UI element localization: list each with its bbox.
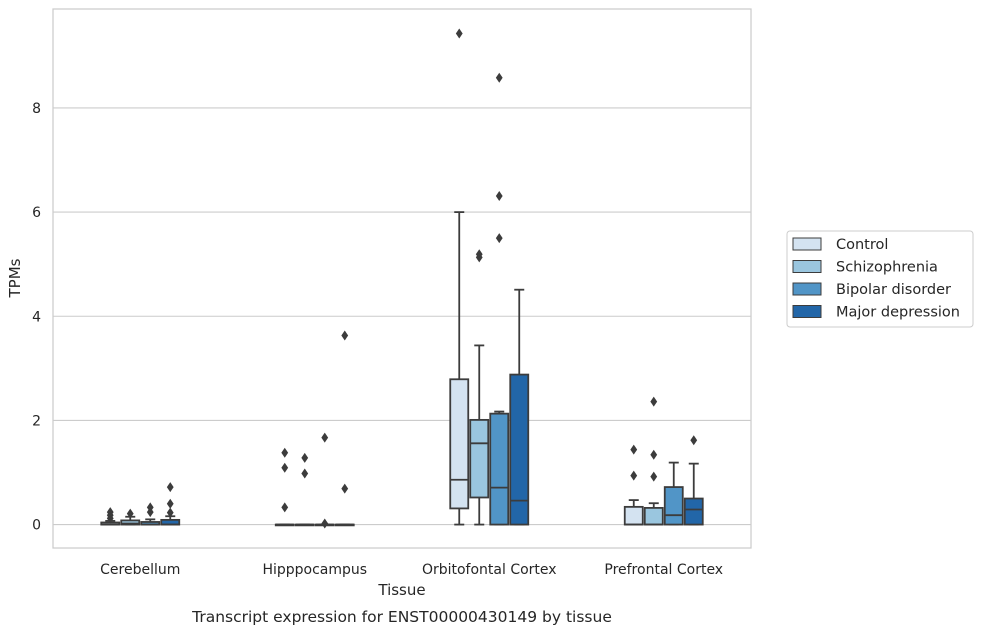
outlier-point bbox=[281, 447, 289, 458]
box-group bbox=[294, 452, 315, 527]
x-axis-ticks: Cerebellum Hipppocampus Orbitofontal Corte… bbox=[100, 562, 723, 578]
y-tick-label: 8 bbox=[32, 101, 41, 117]
outlier-point bbox=[495, 233, 503, 244]
outlier-point bbox=[166, 507, 174, 518]
box-group bbox=[683, 435, 704, 526]
box-group bbox=[643, 396, 664, 526]
outlier-point bbox=[166, 498, 174, 509]
outlier-point bbox=[281, 462, 289, 473]
box-iqr bbox=[120, 519, 141, 526]
box-iqr bbox=[509, 373, 530, 526]
y-tick-label: 2 bbox=[32, 413, 41, 429]
x-tick-label: Prefrontal Cortex bbox=[604, 562, 723, 578]
outlier-point bbox=[495, 72, 503, 83]
x-tick-label: Orbitofontal Cortex bbox=[422, 562, 557, 578]
y-tick-label: 6 bbox=[32, 205, 41, 221]
outlier-point bbox=[341, 330, 349, 341]
y-axis-label: TPMs bbox=[6, 258, 24, 298]
y-tick-label: 0 bbox=[32, 518, 41, 534]
outlier-point bbox=[281, 502, 289, 513]
legend-frame bbox=[786, 230, 974, 328]
box-group bbox=[469, 249, 490, 526]
plot-area-frame bbox=[52, 8, 752, 549]
outlier-point bbox=[106, 507, 114, 518]
box-iqr bbox=[489, 412, 510, 526]
box-group bbox=[160, 482, 181, 526]
outlier-point bbox=[495, 190, 503, 201]
box-group bbox=[449, 28, 470, 526]
x-axis-label: Tissue bbox=[377, 581, 425, 599]
outlier-point bbox=[301, 468, 309, 479]
legend-swatch bbox=[792, 237, 822, 251]
box-iqr bbox=[449, 378, 470, 510]
legend-swatch bbox=[792, 305, 822, 318]
box-group bbox=[489, 72, 510, 526]
legend-swatch bbox=[792, 260, 822, 273]
box-iqr bbox=[623, 505, 644, 526]
box-iqr bbox=[643, 507, 664, 526]
legend-label: Major depression bbox=[836, 305, 960, 321]
box-group bbox=[140, 502, 161, 526]
outlier-point bbox=[146, 502, 154, 513]
legend-label: Control bbox=[836, 237, 888, 253]
outlier-point bbox=[630, 470, 638, 481]
gridlines bbox=[53, 107, 751, 526]
box-group bbox=[314, 432, 335, 529]
outlier-point bbox=[650, 396, 658, 407]
outlier-point bbox=[321, 432, 329, 443]
legend-swatch bbox=[792, 282, 822, 296]
x-tick-label: Cerebellum bbox=[100, 562, 180, 578]
outlier-point bbox=[650, 471, 658, 482]
outlier-point bbox=[455, 28, 463, 39]
legend: Control Schizophrenia Bipolar disorder Majo… bbox=[786, 230, 974, 328]
box-group bbox=[623, 444, 644, 526]
outlier-point bbox=[321, 518, 329, 529]
box-series bbox=[100, 28, 704, 529]
outlier-point bbox=[475, 249, 483, 260]
box-iqr bbox=[469, 418, 490, 499]
chart-caption: Transcript expression for ENST0000043014… bbox=[191, 608, 612, 626]
outlier-point bbox=[126, 508, 134, 519]
box-group bbox=[274, 447, 295, 527]
outlier-point bbox=[690, 435, 698, 446]
box-group bbox=[663, 461, 684, 526]
box-iqr bbox=[683, 497, 704, 526]
outlier-point bbox=[166, 482, 174, 493]
box-group bbox=[509, 288, 530, 526]
y-axis-ticks: 0 2 4 6 8 bbox=[32, 101, 41, 534]
outlier-point bbox=[301, 452, 309, 463]
box-group bbox=[100, 507, 121, 526]
outlier-point bbox=[630, 444, 638, 455]
x-tick-label: Hipppocampus bbox=[262, 562, 367, 578]
box-iqr bbox=[663, 486, 684, 526]
outlier-point bbox=[650, 449, 658, 460]
y-tick-label: 4 bbox=[32, 309, 41, 325]
box-group bbox=[120, 508, 141, 526]
legend-label: Schizophrenia bbox=[836, 260, 938, 276]
legend-label: Bipolar disorder bbox=[836, 282, 951, 298]
outlier-point bbox=[341, 483, 349, 494]
box-group bbox=[334, 330, 355, 527]
